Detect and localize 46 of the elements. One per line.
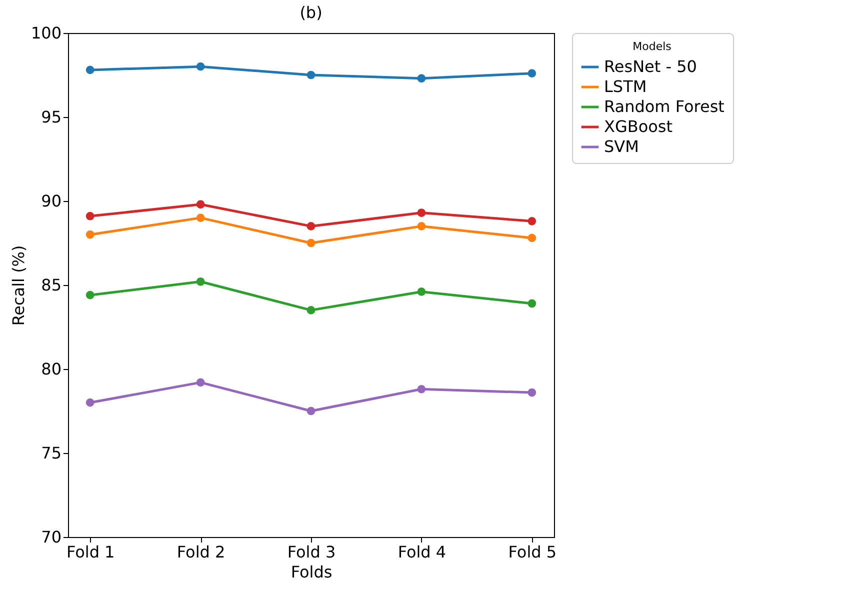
- point: [306, 222, 316, 230]
- point: [528, 69, 536, 78]
- x-tick-label: Fold 3: [287, 542, 336, 562]
- x-tick-label: Fold 5: [508, 542, 557, 562]
- point: [86, 290, 94, 300]
- x-axis-title: Folds: [290, 562, 332, 582]
- point: [196, 200, 205, 209]
- legend-label: LSTM: [604, 77, 647, 96]
- y-tick-label: 80: [41, 360, 62, 378]
- point: [417, 384, 426, 394]
- point: [306, 406, 316, 416]
- x-tick-label: Fold 2: [176, 542, 226, 562]
- point: [528, 216, 536, 226]
- point: [417, 208, 426, 217]
- y-tick-label: 95: [41, 108, 62, 126]
- point: [86, 230, 94, 239]
- point: [86, 66, 94, 74]
- point: [306, 70, 316, 80]
- y-tick-label: 85: [41, 276, 62, 294]
- point: [528, 234, 536, 242]
- point: [528, 388, 536, 397]
- legend-title: Models: [632, 40, 672, 53]
- point: [196, 214, 205, 222]
- x-tick-label: Fold 4: [398, 542, 446, 562]
- y-tick-label: 100: [30, 24, 62, 42]
- y-tick-label: 70: [41, 528, 62, 546]
- point: [196, 277, 205, 286]
- point: [306, 238, 316, 248]
- y-tick-label: 90: [41, 192, 62, 210]
- point: [306, 306, 316, 314]
- y-tick-label: 75: [41, 444, 62, 462]
- point: [86, 212, 94, 220]
- chart-title: (b): [300, 3, 322, 22]
- x-tick-label: Fold 1: [66, 542, 115, 562]
- legend-label: Random Forest: [604, 97, 724, 116]
- legend-label: XGBoost: [604, 117, 673, 136]
- y-axis-title: Recall (%): [8, 245, 28, 326]
- point: [196, 378, 205, 387]
- point: [417, 288, 426, 296]
- point: [86, 398, 94, 407]
- point: [528, 299, 536, 308]
- legend-label: ResNet - 50: [604, 57, 697, 76]
- point: [196, 62, 205, 71]
- point: [417, 74, 426, 83]
- point: [417, 222, 426, 230]
- legend-label: SVM: [604, 137, 639, 156]
